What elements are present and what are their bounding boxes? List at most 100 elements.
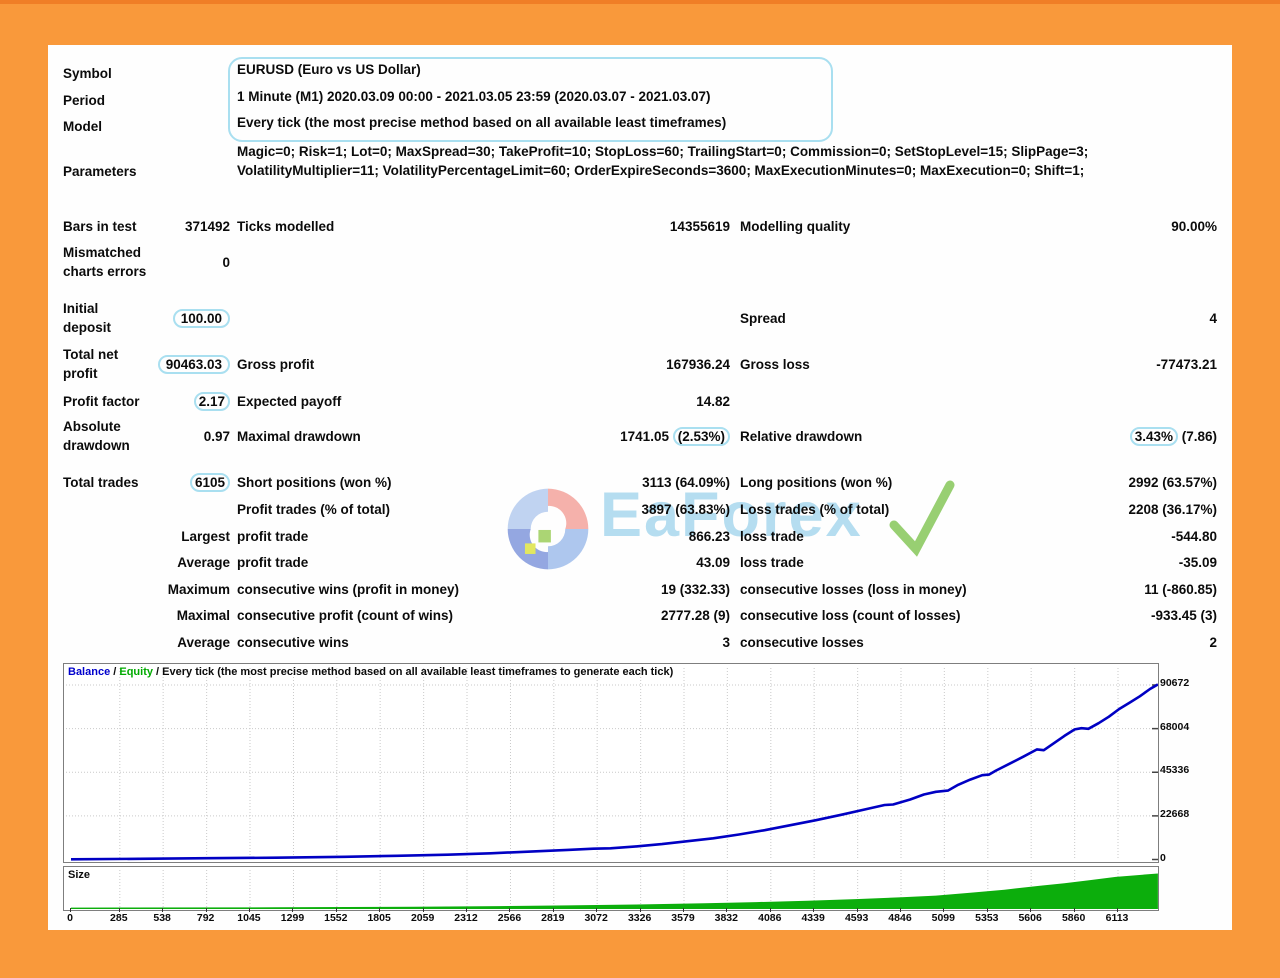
- y-axis-label: 45336: [1160, 764, 1190, 777]
- x-axis-label: 6113: [1105, 912, 1129, 924]
- x-axis-label: 1552: [324, 912, 348, 924]
- x-axis-label: 3832: [714, 912, 738, 924]
- total-net-profit-value: 90463.03: [157, 354, 230, 374]
- balance-chart: Balance / Equity / Every tick (the most …: [63, 663, 1159, 863]
- profit-factor-label: Profit factor: [63, 394, 140, 409]
- gross-profit-value: 167936.24: [666, 356, 730, 372]
- largest-loss-label: loss trade: [740, 529, 804, 544]
- x-tick-mark: [248, 908, 250, 912]
- x-axis-label: 3579: [671, 912, 695, 924]
- x-axis-label: 5099: [931, 912, 955, 924]
- x-tick-mark: [292, 908, 294, 912]
- relative-drawdown-pct: 3.43%: [1129, 426, 1178, 446]
- period-label: Period: [63, 92, 106, 108]
- row-mismatched-errors: Mismatched charts errors 0: [48, 240, 1232, 284]
- average-consecutive-losses-value: 2: [1209, 635, 1217, 650]
- x-axis-label: 1299: [280, 912, 305, 924]
- spread-value: 4: [1209, 310, 1217, 326]
- model-label: Model: [63, 119, 102, 134]
- x-tick-mark: [726, 908, 728, 912]
- x-axis-label: 4846: [888, 912, 912, 924]
- watermark-text: EaForex: [600, 480, 863, 550]
- maximal-consecutive-profit-label: consecutive profit (count of wins): [237, 608, 454, 623]
- size-chart-svg: [71, 870, 1158, 909]
- x-axis-label: 2312: [454, 912, 478, 924]
- total-net-profit-label: Total net profit: [63, 347, 119, 381]
- x-tick-mark: [379, 908, 381, 912]
- average-consecutive-label: Average: [177, 635, 230, 650]
- average-profit-value: 43.09: [696, 555, 730, 570]
- average-consecutive-losses-label: consecutive losses: [740, 635, 864, 650]
- mismatched-errors-value: 0: [222, 254, 230, 270]
- legend-separator: /: [110, 666, 120, 678]
- largest-loss-value: -544.80: [1171, 529, 1217, 544]
- bars-in-test-value: 371492: [184, 219, 230, 234]
- ticks-modelled-label: Ticks modelled: [237, 219, 335, 234]
- maximal-consecutive-profit-value: 2777.28 (9): [660, 608, 730, 623]
- maximal-consecutive-loss-value: -933.45 (3): [1150, 608, 1217, 623]
- legend-balance: Balance: [68, 666, 111, 678]
- x-axis-label: 2059: [410, 912, 435, 924]
- x-axis-label: 3072: [584, 912, 608, 924]
- x-axis-label: 285: [110, 912, 128, 924]
- x-tick-mark: [1117, 908, 1118, 912]
- legend-separator: /: [153, 666, 163, 678]
- max-consecutive-losses-value: 11 (-860.85): [1144, 582, 1217, 597]
- modelling-quality-value: 90.00%: [1171, 219, 1217, 234]
- balance-chart-svg: [66, 668, 1158, 861]
- expected-payoff-value: 14.82: [696, 394, 730, 409]
- model-value: Every tick (the most precise method base…: [237, 115, 727, 130]
- x-tick-mark: [335, 908, 337, 912]
- x-tick-mark: [682, 908, 684, 912]
- row-initial-deposit: Initial deposit 100.00 Spread 4: [48, 296, 1232, 340]
- total-trades-label: Total trades: [63, 475, 139, 490]
- header-highlight-box: [228, 57, 833, 142]
- gross-loss-value: -77473.21: [1156, 356, 1217, 372]
- x-axis-label: 5606: [1018, 912, 1042, 924]
- ticks-modelled-value: 14355619: [669, 219, 730, 234]
- average-consecutive-wins-label: consecutive wins: [237, 635, 349, 650]
- x-tick-mark: [943, 908, 945, 912]
- y-axis-label: 90672: [1160, 677, 1190, 689]
- x-tick-mark: [1073, 908, 1075, 912]
- spread-label: Spread: [740, 310, 786, 326]
- x-tick-mark: [205, 908, 207, 912]
- watermark: EaForex: [500, 473, 1120, 588]
- x-tick-mark: [1030, 908, 1032, 912]
- period-value: 1 Minute (M1) 2020.03.09 00:00 - 2021.03…: [237, 89, 711, 104]
- maximum-consecutive-label: Maximum: [167, 582, 230, 597]
- watermark-check-icon: [889, 480, 955, 557]
- largest-profit-label: profit trade: [237, 529, 309, 544]
- y-axis-labels: 0 22668 45336 68004 90672: [1160, 663, 1230, 873]
- x-tick-mark: [118, 908, 120, 912]
- x-axis-label: 4339: [801, 912, 825, 924]
- absolute-drawdown-label: Absolute drawdown: [63, 419, 130, 453]
- x-tick-mark: [162, 908, 164, 912]
- profit-factor-value: 2.17: [193, 392, 230, 411]
- long-positions-value: 2992 (63.57%): [1128, 475, 1217, 490]
- row-model: Model Every tick (the most precise metho…: [48, 113, 1232, 140]
- row-period: Period 1 Minute (M1) 2020.03.09 00:00 - …: [48, 87, 1232, 113]
- long-positions-label: Long positions (won %): [740, 475, 893, 490]
- x-axis-label: 2819: [541, 912, 565, 924]
- size-chart-title: Size: [68, 869, 91, 881]
- x-axis-label: 4593: [844, 912, 869, 924]
- largest-label: Largest: [181, 529, 230, 544]
- x-axis-label: 3326: [627, 912, 652, 924]
- x-tick-mark: [422, 908, 424, 912]
- x-axis-label: 5353: [975, 912, 999, 924]
- y-axis-label: 0: [1160, 851, 1166, 864]
- x-tick-mark: [769, 908, 771, 912]
- legend-equity: Equity: [119, 666, 153, 678]
- row-profit-factor: Profit factor 2.17 Expected payoff 14.82: [48, 388, 1232, 415]
- modelling-quality-label: Modelling quality: [740, 219, 851, 234]
- x-axis-label: 0: [67, 912, 73, 924]
- profit-trades-label: Profit trades (% of total): [237, 502, 391, 517]
- row-maximal-consecutive: Maximal consecutive profit (count of win…: [48, 602, 1232, 629]
- initial-deposit-value: 100.00: [172, 308, 230, 328]
- row-largest-trade: Largest profit trade 866.23 loss trade -…: [48, 523, 1232, 550]
- x-axis-label: 5860: [1061, 912, 1086, 924]
- frame-top-stripe: [0, 0, 1280, 4]
- profit-trades-value: 3897 (63.83%): [641, 502, 730, 517]
